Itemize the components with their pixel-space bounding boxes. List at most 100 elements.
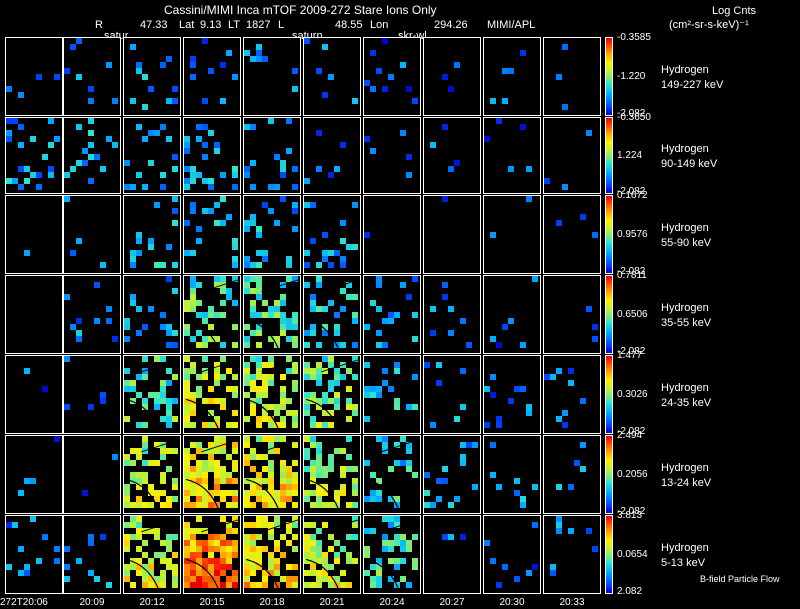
- count-pixel: [130, 502, 136, 508]
- count-pixel: [232, 300, 238, 306]
- count-pixel: [262, 466, 268, 472]
- time-tick-label: 20:33: [559, 597, 585, 608]
- count-pixel: [316, 466, 322, 472]
- count-pixel: [196, 540, 202, 546]
- count-pixel: [184, 448, 190, 454]
- stare-image-cell: [183, 435, 241, 514]
- count-pixel: [256, 522, 262, 528]
- count-pixel: [394, 442, 400, 448]
- count-pixel: [334, 490, 340, 496]
- count-pixel: [280, 460, 286, 466]
- stare-image-cell: [423, 275, 481, 354]
- count-pixel: [142, 104, 148, 110]
- count-pixel: [412, 534, 418, 540]
- count-pixel: [376, 330, 382, 336]
- count-pixel: [244, 570, 250, 576]
- count-pixel: [556, 220, 562, 226]
- count-pixel: [280, 576, 286, 582]
- count-pixel: [352, 522, 358, 528]
- count-pixel: [30, 478, 36, 484]
- count-pixel: [268, 442, 274, 448]
- count-pixel: [36, 172, 42, 178]
- count-pixel: [136, 238, 142, 244]
- count-pixel: [208, 448, 214, 454]
- count-pixel: [532, 522, 538, 528]
- count-pixel: [268, 362, 274, 368]
- count-pixel: [334, 448, 340, 454]
- count-pixel: [184, 528, 190, 534]
- count-pixel: [244, 522, 250, 528]
- count-pixel: [250, 540, 256, 546]
- count-pixel: [214, 276, 220, 282]
- count-pixel: [88, 154, 94, 160]
- geo-lon-label: Lon: [370, 19, 389, 31]
- count-pixel: [394, 312, 400, 318]
- count-pixel: [256, 478, 262, 484]
- count-pixel: [304, 342, 310, 348]
- count-pixel: [184, 472, 190, 478]
- count-pixel: [556, 416, 562, 422]
- count-pixel: [18, 166, 24, 172]
- count-pixel: [592, 546, 598, 552]
- count-pixel: [370, 576, 376, 582]
- geo-l-label: L: [278, 19, 285, 31]
- colorbar: [605, 275, 613, 354]
- count-pixel: [184, 502, 190, 508]
- band-species-label: Hydrogen: [661, 461, 709, 474]
- count-pixel: [24, 478, 30, 484]
- count-pixel: [280, 398, 286, 404]
- count-pixel: [502, 564, 508, 570]
- stare-image-cell: [5, 275, 63, 354]
- count-pixel: [244, 436, 250, 442]
- count-pixel: [214, 448, 220, 454]
- count-pixel: [292, 534, 298, 540]
- count-pixel: [250, 300, 256, 306]
- count-pixel: [154, 496, 160, 502]
- count-pixel: [166, 410, 172, 416]
- band-energy-label: 149-227 keV: [661, 78, 724, 91]
- count-pixel: [424, 362, 430, 368]
- stare-image-cell: [363, 37, 421, 116]
- count-pixel: [220, 356, 226, 362]
- count-pixel: [190, 410, 196, 416]
- count-pixel: [316, 576, 322, 582]
- count-pixel: [142, 552, 148, 558]
- count-pixel: [18, 142, 24, 148]
- count-pixel: [172, 196, 178, 202]
- count-pixel: [340, 288, 346, 294]
- count-pixel: [268, 336, 274, 342]
- stare-image-cell: [5, 195, 63, 274]
- count-pixel: [316, 502, 322, 508]
- count-pixel: [250, 262, 256, 268]
- count-pixel: [322, 502, 328, 508]
- count-pixel: [190, 202, 196, 208]
- count-pixel: [412, 472, 418, 478]
- count-pixel: [232, 184, 238, 190]
- flow-label: B-field Particle Flow: [700, 574, 780, 584]
- count-pixel: [292, 86, 298, 92]
- saturn-outline: [365, 519, 419, 593]
- stare-image-cell: [483, 355, 541, 434]
- count-pixel: [286, 564, 292, 570]
- count-pixel: [18, 184, 24, 190]
- count-pixel: [322, 490, 328, 496]
- count-pixel: [328, 250, 334, 256]
- count-pixel: [184, 356, 190, 362]
- count-pixel: [406, 466, 412, 472]
- count-pixel: [310, 392, 316, 398]
- count-pixel: [454, 416, 460, 422]
- count-pixel: [226, 478, 232, 484]
- count-pixel: [208, 540, 214, 546]
- stare-image-cell: [363, 275, 421, 354]
- band-energy-label: 35-55 keV: [661, 316, 712, 329]
- colorbar-cmax-label: -0.3650: [617, 112, 651, 123]
- count-pixel: [184, 142, 190, 148]
- count-pixel: [154, 490, 160, 496]
- count-pixel: [160, 448, 166, 454]
- count-pixel: [370, 496, 376, 502]
- count-pixel: [340, 448, 346, 454]
- count-pixel: [310, 300, 316, 306]
- count-pixel: [30, 172, 36, 178]
- count-pixel: [268, 460, 274, 466]
- count-pixel: [76, 558, 82, 564]
